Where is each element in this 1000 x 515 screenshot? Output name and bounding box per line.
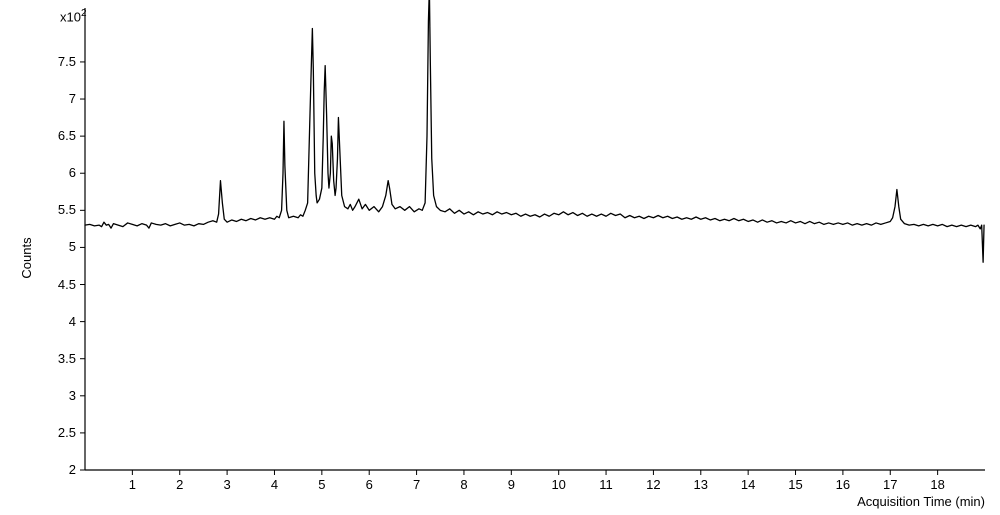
x-tick-label: 11 [599, 477, 613, 492]
x-tick-label: 5 [318, 477, 325, 492]
y-tick-label: 4.5 [46, 277, 76, 292]
x-tick-label: 4 [271, 477, 278, 492]
x-tick-label: 17 [883, 477, 897, 492]
chromatogram-chart [0, 0, 1000, 515]
x-tick-label: 13 [694, 477, 708, 492]
x-tick-label: 10 [551, 477, 565, 492]
y-tick-label: 3.5 [46, 351, 76, 366]
y-tick-label: 6 [46, 165, 76, 180]
x-tick-label: 7 [413, 477, 420, 492]
y-tick-label: 4 [46, 314, 76, 329]
x-tick-label: 8 [460, 477, 467, 492]
x-tick-label: 2 [176, 477, 183, 492]
y-tick-label: 6.5 [46, 128, 76, 143]
chart-container: Counts x102 22.533.544.555.566.577.5 123… [0, 0, 1000, 515]
x-axis-label: Acquisition Time (min) [857, 494, 985, 509]
y-tick-label: 7.5 [46, 54, 76, 69]
y-tick-label: 5 [46, 239, 76, 254]
x-tick-label: 9 [508, 477, 515, 492]
x-tick-label: 18 [930, 477, 944, 492]
x-tick-label: 12 [646, 477, 660, 492]
x-tick-label: 3 [223, 477, 230, 492]
x-tick-label: 15 [788, 477, 802, 492]
y-tick-label: 5.5 [46, 202, 76, 217]
y-tick-label: 7 [46, 91, 76, 106]
x-tick-label: 16 [836, 477, 850, 492]
y-tick-label: 3 [46, 388, 76, 403]
x-tick-label: 14 [741, 477, 755, 492]
x-tick-label: 6 [366, 477, 373, 492]
y-tick-label: 2.5 [46, 425, 76, 440]
x-tick-label: 1 [129, 477, 136, 492]
y-tick-label: 2 [46, 462, 76, 477]
